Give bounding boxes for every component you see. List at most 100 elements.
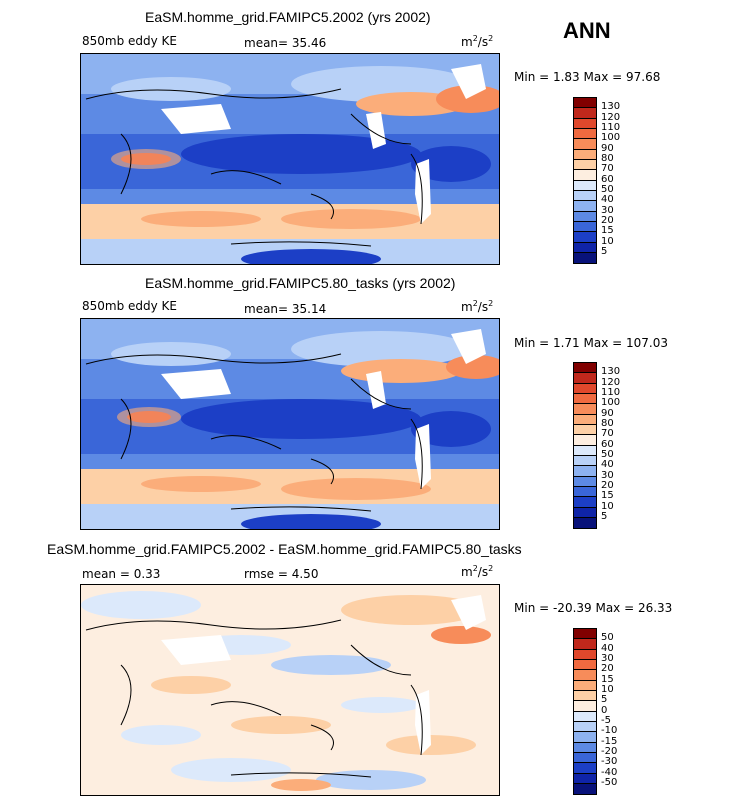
panel3-title: EaSM.homme_grid.FAMIPC5.2002 - EaSM.homm… [47, 541, 522, 557]
colorbar-tick-label: -50 [601, 776, 618, 788]
colorbar-swatch [574, 190, 596, 202]
colorbar-tick-label: 130 [601, 366, 621, 378]
colorbar-tick-label: 5 [601, 510, 608, 522]
colorbar-swatch [574, 201, 596, 212]
colorbar-tick-label: 100 [601, 397, 621, 409]
colorbar-tick-label: -40 [601, 766, 618, 778]
colorbar-swatch [574, 414, 596, 425]
colorbar-swatch [574, 98, 596, 109]
colorbar-tick-label: 15 [601, 225, 614, 237]
colorbar-tick-label: 40 [601, 642, 614, 654]
colorbar-tick-label: 30 [601, 469, 614, 481]
colorbar-tick-label: 90 [601, 142, 614, 154]
colorbar-tick-label: 70 [601, 163, 614, 175]
panel1-title: EaSM.homme_grid.FAMIPC5.2002 (yrs 2002) [145, 9, 431, 25]
colorbar-tick-label: 30 [601, 204, 614, 216]
colorbar-tick-label: 80 [601, 417, 614, 429]
colorbar-swatch [574, 455, 596, 467]
colorbar-swatch [574, 763, 596, 774]
colorbar-swatch [574, 149, 596, 160]
colorbar-swatch [574, 670, 596, 681]
colorbar-swatch [574, 383, 596, 394]
panel1-colorbar [573, 97, 597, 265]
panel1-variable-label: 850mb eddy KE [82, 34, 178, 48]
colorbar-tick-label: -5 [601, 714, 611, 726]
panel2-map [80, 318, 500, 530]
colorbar-tick-label: 70 [601, 428, 614, 440]
panel2-minmax: Min = 1.71 Max = 107.03 [514, 336, 668, 350]
panel2-mean-stat: mean= 35.14 [244, 302, 327, 316]
colorbar-swatch [574, 170, 596, 181]
colorbar-tick-label: 60 [601, 173, 614, 185]
colorbar-tick-label: 40 [601, 459, 614, 471]
panel2-title: EaSM.homme_grid.FAMIPC5.80_tasks (yrs 20… [145, 275, 456, 291]
panel1-minmax: Min = 1.83 Max = 97.68 [514, 70, 661, 84]
panel3-map-field [81, 585, 499, 795]
panel2-units: m2/s2 [461, 299, 494, 314]
colorbar-swatch [574, 742, 596, 753]
colorbar-tick-label: 120 [601, 376, 621, 388]
colorbar-swatch [574, 159, 596, 171]
colorbar-tick-label: 20 [601, 663, 614, 675]
colorbar-tick-label: 40 [601, 194, 614, 206]
colorbar-tick-label: 50 [601, 448, 614, 460]
colorbar-swatch [574, 373, 596, 384]
colorbar-tick-label: 30 [601, 652, 614, 664]
colorbar-swatch [574, 486, 596, 498]
colorbar-tick-label: -15 [601, 735, 618, 747]
colorbar-swatch [574, 476, 596, 487]
colorbar-swatch [574, 128, 596, 140]
colorbar-swatch [574, 701, 596, 712]
colorbar-swatch [574, 221, 596, 233]
panel3-colorbar [573, 628, 597, 796]
panel3-mean-stat: mean = 0.33 [82, 567, 161, 581]
colorbar-swatch [574, 649, 596, 660]
colorbar-swatch [574, 497, 596, 508]
colorbar-tick-label: 10 [601, 500, 614, 512]
colorbar-tick-label: -30 [601, 756, 618, 768]
colorbar-swatch [574, 435, 596, 446]
colorbar-tick-label: 20 [601, 479, 614, 491]
colorbar-tick-label: 80 [601, 152, 614, 164]
colorbar-tick-label: 60 [601, 438, 614, 450]
colorbar-tick-label: 120 [601, 111, 621, 123]
colorbar-swatch [574, 783, 596, 795]
colorbar-tick-label: 90 [601, 407, 614, 419]
colorbar-swatch [574, 211, 596, 222]
colorbar-swatch [574, 180, 596, 191]
colorbar-swatch [574, 711, 596, 722]
colorbar-tick-label: 50 [601, 183, 614, 195]
colorbar-swatch [574, 466, 596, 477]
colorbar-swatch [574, 732, 596, 743]
colorbar-swatch [574, 424, 596, 436]
panel2-variable-label: 850mb eddy KE [82, 299, 178, 313]
colorbar-tick-label: 15 [601, 490, 614, 502]
colorbar-swatch [574, 721, 596, 733]
colorbar-tick-label: 10 [601, 683, 614, 695]
colorbar-swatch [574, 507, 596, 518]
colorbar-swatch [574, 363, 596, 374]
colorbar-tick-label: 100 [601, 132, 621, 144]
colorbar-swatch [574, 393, 596, 405]
colorbar-swatch [574, 108, 596, 119]
colorbar-swatch [574, 773, 596, 784]
colorbar-swatch [574, 404, 596, 415]
colorbar-swatch [574, 139, 596, 150]
colorbar-swatch [574, 629, 596, 640]
colorbar-swatch [574, 232, 596, 243]
colorbar-tick-label: 110 [601, 386, 621, 398]
colorbar-tick-label: 130 [601, 101, 621, 113]
colorbar-tick-label: 15 [601, 673, 614, 685]
season-label: ANN [563, 18, 611, 43]
colorbar-swatch [574, 690, 596, 702]
panel2-colorbar [573, 362, 597, 530]
colorbar-swatch [574, 752, 596, 764]
colorbar-swatch [574, 680, 596, 691]
colorbar-tick-label: 20 [601, 214, 614, 226]
panel3-minmax: Min = -20.39 Max = 26.33 [514, 601, 673, 615]
colorbar-tick-label: 5 [601, 694, 608, 706]
panel1-map-field [81, 54, 499, 264]
panel3-rmse-stat: rmse = 4.50 [244, 567, 319, 581]
panel3-units: m2/s2 [461, 564, 494, 579]
colorbar-swatch [574, 242, 596, 253]
